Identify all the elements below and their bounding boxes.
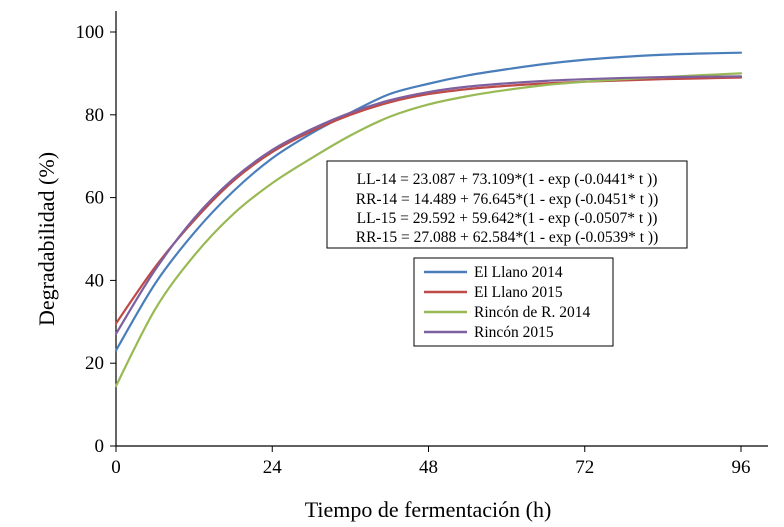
x-tick-label: 0 xyxy=(111,457,121,478)
y-tick-label: 40 xyxy=(85,270,104,291)
y-tick-label: 100 xyxy=(76,22,105,43)
equation-box-frame xyxy=(326,160,688,249)
x-tick-label: 96 xyxy=(732,457,751,478)
equation-rr-15: RR-15 = 27.088 + 62.584*(1 - exp (-0.053… xyxy=(356,229,658,246)
series-line-el-llano-2014 xyxy=(114,51,743,352)
legend-label-el-llano-2014: El Llano 2014 xyxy=(474,264,563,281)
equation-ll-14: LL-14 = 23.087 + 73.109*(1 - exp (-0.044… xyxy=(357,171,658,188)
axis-ticks: 0 20 40 60 80 100 0 24 48 72 96 xyxy=(76,22,751,478)
equation-ll-15: LL-15 = 29.592 + 59.642*(1 - exp (-0.050… xyxy=(357,210,658,227)
x-axis-title: Tiempo de fermentación (h) xyxy=(305,497,552,522)
legend-label-rincon-de-r-2014: Rincón de R. 2014 xyxy=(474,304,590,321)
series-line-el-llano-2015 xyxy=(114,76,743,325)
axes xyxy=(115,11,768,447)
x-tick-label: 48 xyxy=(419,457,438,478)
y-tick-label: 20 xyxy=(85,353,104,374)
x-tick-label: 24 xyxy=(263,457,283,478)
legend-label-el-llano-2015: El Llano 2015 xyxy=(474,284,563,301)
equation-box: LL-14 = 23.087 + 73.109*(1 - exp (-0.044… xyxy=(326,160,688,249)
series-lines xyxy=(114,51,743,388)
y-tick-label: 0 xyxy=(95,436,105,457)
equation-rr-14: RR-14 = 14.489 + 76.645*(1 - exp (-0.045… xyxy=(356,191,658,208)
legend: El Llano 2014 El Llano 2015 Rincón de R. 2… xyxy=(413,257,614,347)
y-tick-label: 80 xyxy=(85,105,104,126)
series-line-rincon-2015 xyxy=(114,75,743,335)
legend-label-rincon-2015: Rincón 2015 xyxy=(474,324,554,341)
y-tick-label: 60 xyxy=(85,188,104,209)
y-axis-title: Degradabilidad (%) xyxy=(34,152,59,326)
x-tick-label: 72 xyxy=(575,457,594,478)
